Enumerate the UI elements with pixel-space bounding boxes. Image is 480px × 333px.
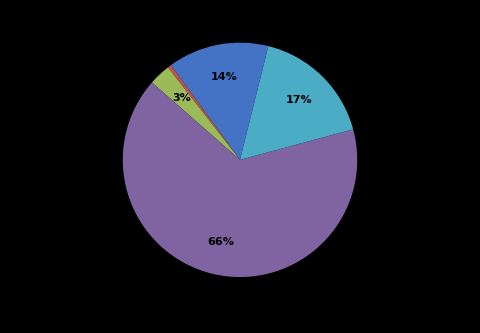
Text: 3%: 3%	[173, 94, 192, 104]
Text: 17%: 17%	[286, 95, 312, 105]
Wedge shape	[152, 67, 240, 160]
Text: 66%: 66%	[207, 237, 234, 247]
Wedge shape	[171, 43, 268, 160]
Wedge shape	[168, 65, 240, 160]
Wedge shape	[123, 83, 357, 277]
Text: 14%: 14%	[210, 72, 237, 82]
Wedge shape	[240, 46, 353, 160]
